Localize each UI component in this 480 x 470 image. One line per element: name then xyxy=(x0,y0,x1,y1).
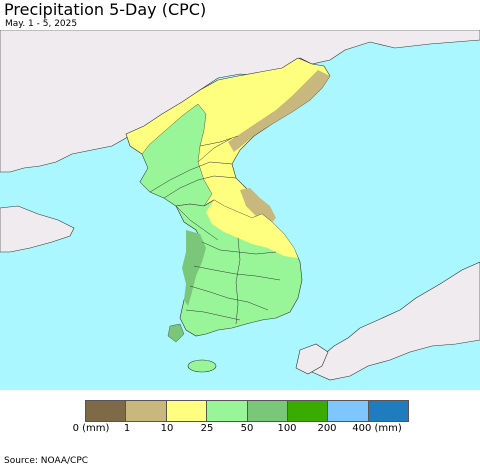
legend-label: 1 xyxy=(123,423,131,434)
precipitation-legend xyxy=(85,400,409,422)
nk-green-west xyxy=(139,103,213,207)
legend-swatch-5 xyxy=(287,401,329,421)
sk-yellow xyxy=(206,200,298,258)
land-china-north xyxy=(0,30,480,173)
map-canvas xyxy=(0,30,480,390)
legend-swatch-6 xyxy=(328,401,369,421)
legend-label: 50 xyxy=(240,423,254,434)
islands-southwest xyxy=(167,323,185,343)
jeju-island xyxy=(187,359,217,373)
legend-labels: 0 (mm) 1 10 25 50 100 200 400 (mm) xyxy=(0,423,480,437)
land-china-shandong xyxy=(0,205,75,253)
land-japan-west xyxy=(295,343,329,375)
source-credit: Source: NOAA/CPC xyxy=(4,456,89,466)
legend-label: 0 (mm) xyxy=(72,423,110,434)
legend-label: 200 xyxy=(317,423,337,434)
nk-tan-ne xyxy=(228,70,330,152)
date-range: May. 1 - 5, 2025 xyxy=(5,19,78,29)
legend-label: 10 xyxy=(160,423,174,434)
nk-tan-east xyxy=(240,188,276,226)
legend-swatch-2 xyxy=(166,401,208,421)
province-borders xyxy=(149,135,281,325)
map-title: Precipitation 5-Day (CPC) xyxy=(4,0,207,19)
legend-swatch-1 xyxy=(126,401,167,421)
legend-label: 25 xyxy=(200,423,214,434)
legend-label: 400 (mm) xyxy=(352,423,402,434)
legend-swatch-0 xyxy=(86,401,127,421)
precipitation-map xyxy=(0,30,480,390)
legend-label: 100 xyxy=(277,423,297,434)
legend-swatch-3 xyxy=(207,401,248,421)
legend-swatch-4 xyxy=(247,401,288,421)
sk-mid-green xyxy=(182,230,206,306)
legend-swatch-7 xyxy=(368,401,408,421)
